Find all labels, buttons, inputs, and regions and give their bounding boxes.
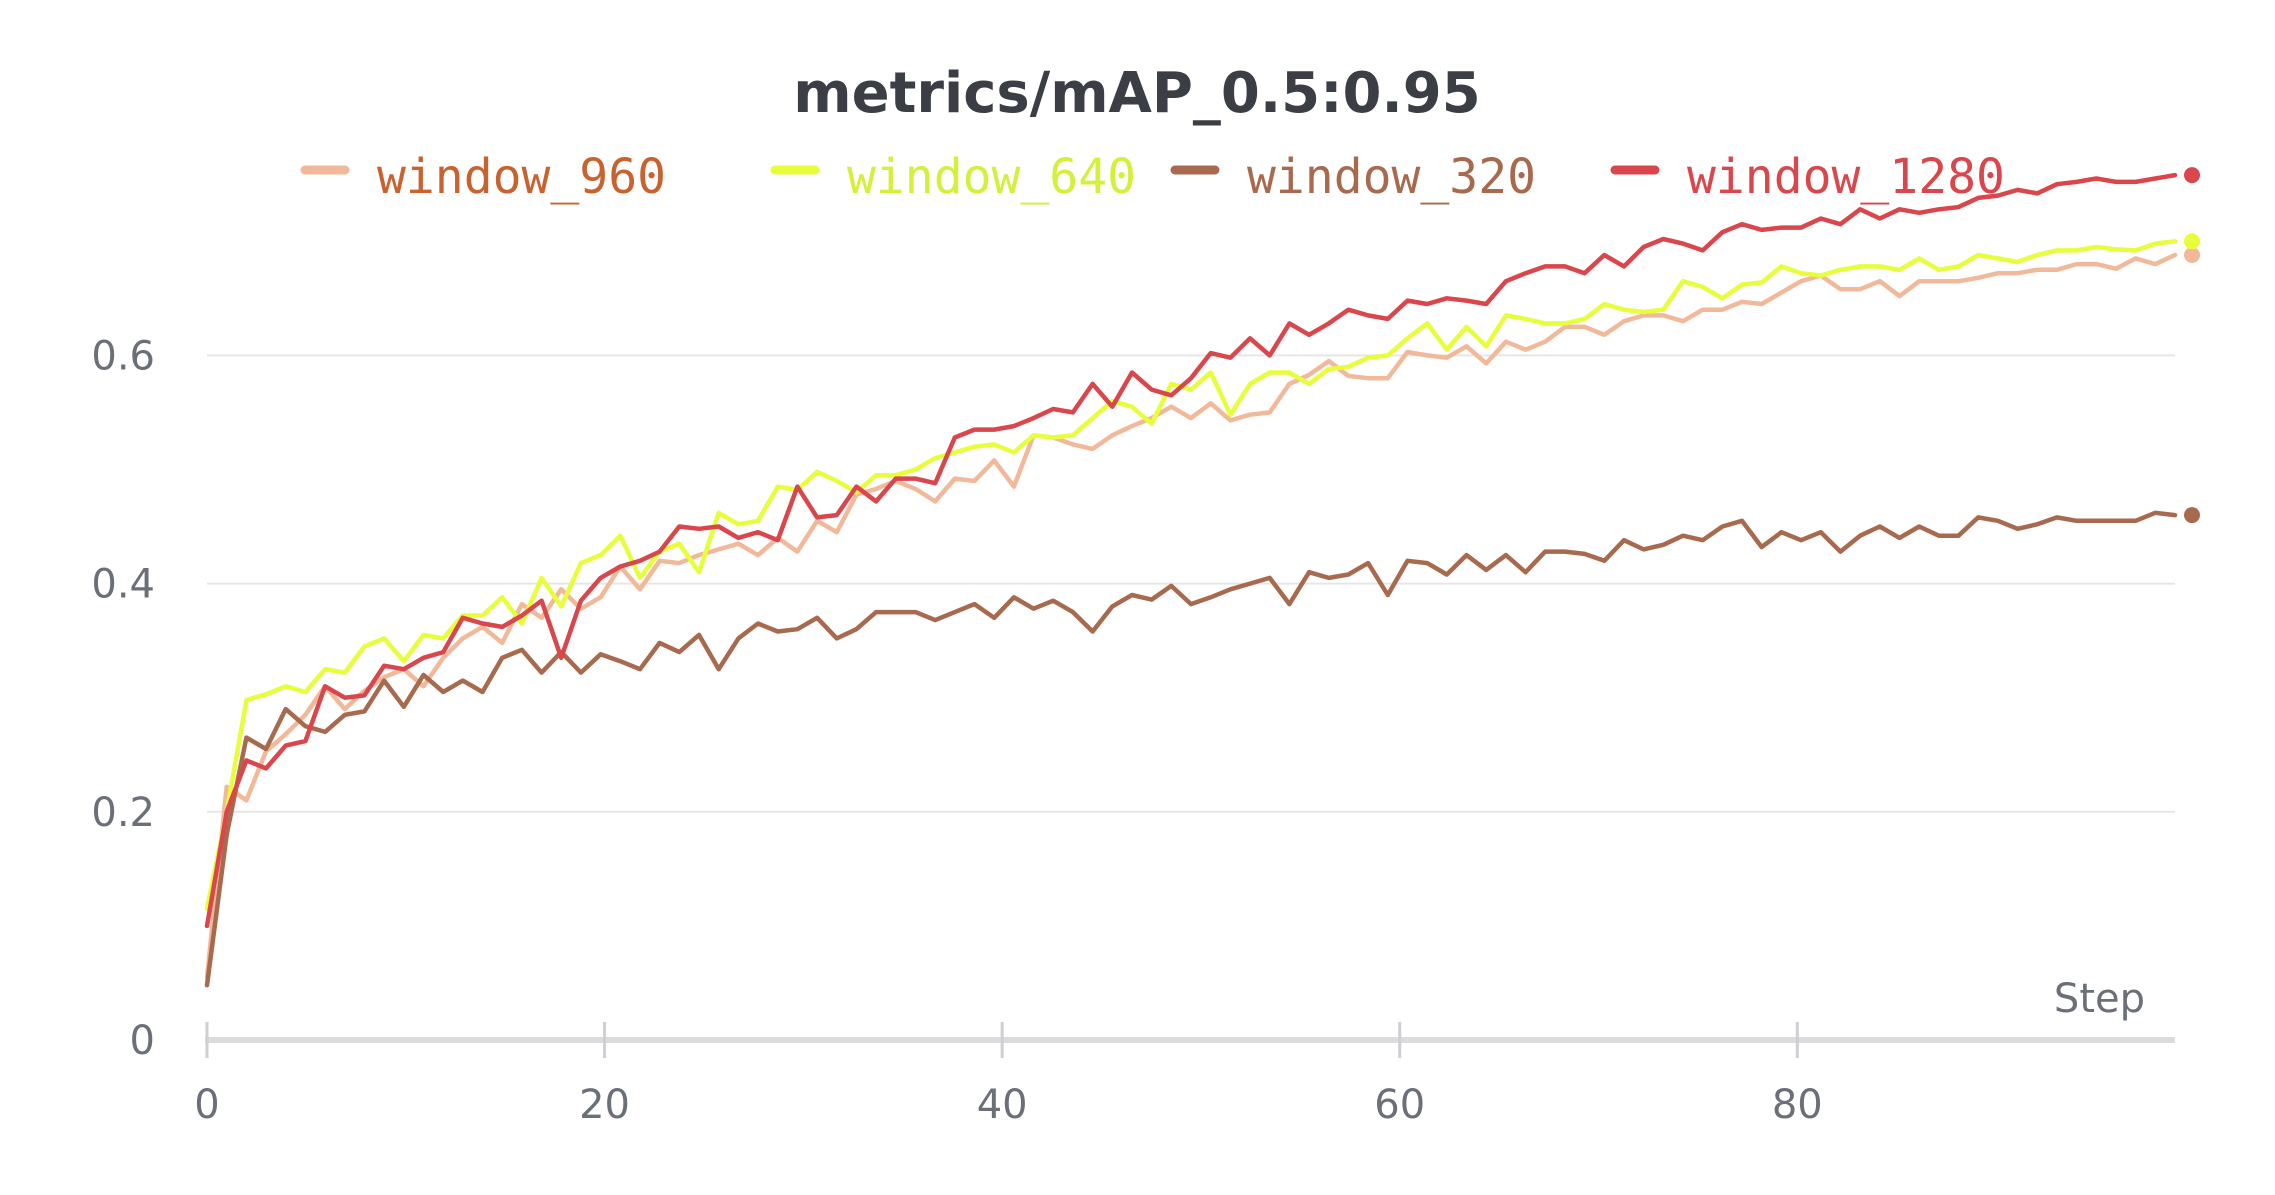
legend-item: window_320 bbox=[1170, 149, 1536, 205]
grid-lines bbox=[207, 354, 2175, 813]
x-tick-label: 20 bbox=[579, 1082, 630, 1128]
series-line-window_640 bbox=[204, 239, 2178, 912]
legend-item: window_960 bbox=[300, 149, 666, 205]
legend-item: window_640 bbox=[770, 149, 1136, 205]
y-tick-label: 0 bbox=[130, 1018, 155, 1064]
y-tick-label: 0.6 bbox=[91, 333, 155, 379]
series-endpoint-window_1280 bbox=[2184, 167, 2200, 184]
legend-label: window_640 bbox=[847, 149, 1136, 205]
y-tick-label: 0.4 bbox=[91, 562, 155, 608]
legend-item: window_1280 bbox=[1610, 149, 2005, 205]
x-tick-label: 40 bbox=[977, 1082, 1028, 1128]
x-axis: 0 20 40 60 80 bbox=[194, 1022, 2175, 1128]
y-axis-ticks: 0 0.2 0.4 0.6 bbox=[91, 333, 155, 1064]
legend-label: window_960 bbox=[377, 149, 666, 205]
series-line-window_960 bbox=[204, 252, 2178, 980]
y-tick-label: 0.2 bbox=[91, 790, 155, 836]
x-axis-title: Step bbox=[2054, 976, 2145, 1022]
series-line-window_1280 bbox=[204, 172, 2178, 929]
x-tick-label: 80 bbox=[1772, 1082, 1823, 1128]
legend: window_960 window_640 window_320 window_128… bbox=[300, 149, 2005, 205]
x-tick-label: 0 bbox=[194, 1082, 219, 1128]
chart-title: metrics/mAP_0.5:0.95 bbox=[793, 61, 1480, 126]
series-line-window_320 bbox=[204, 510, 2178, 988]
series-endpoint-window_640 bbox=[2184, 233, 2200, 250]
series-layer bbox=[204, 167, 2200, 988]
x-tick-label: 60 bbox=[1374, 1082, 1425, 1128]
legend-label: window_1280 bbox=[1687, 149, 2005, 205]
series-endpoint-window_960 bbox=[2184, 246, 2200, 263]
legend-label: window_320 bbox=[1247, 149, 1536, 205]
series-endpoint-window_320 bbox=[2184, 507, 2200, 524]
